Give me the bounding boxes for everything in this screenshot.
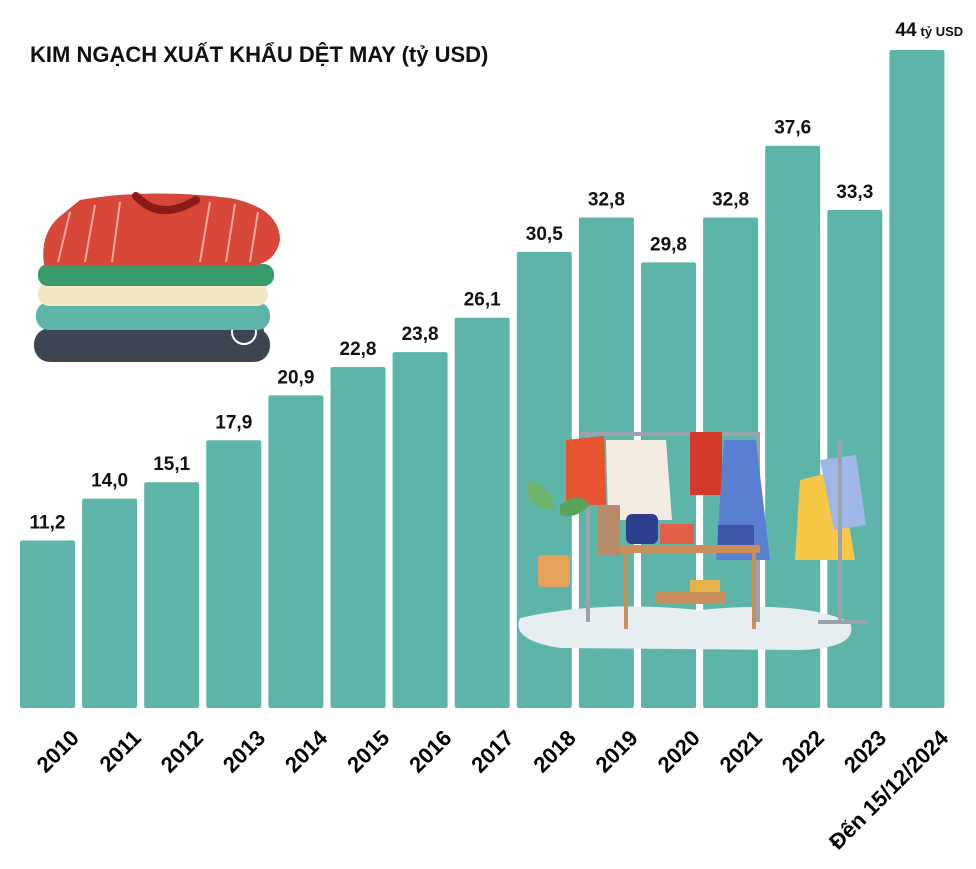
bars-group — [20, 50, 945, 708]
bar-2019 — [578, 217, 634, 708]
bar-2010 — [20, 540, 75, 708]
chart-title: KIM NGẠCH XUẤT KHẨU DỆT MAY (tỷ USD) — [30, 42, 489, 67]
value-label-2022: 37,6 — [774, 118, 811, 139]
value-label-2013: 17,9 — [215, 412, 252, 433]
bar-2012 — [144, 482, 200, 708]
category-label-2011: 2011 — [95, 725, 146, 776]
value-label-2010: 11,2 — [30, 513, 66, 534]
category-label-2023: 2023 — [839, 725, 891, 777]
category-labels-group: 2010 2011 2012 2013 2014 2015 2016 2017 2018 2019… — [32, 725, 954, 855]
bar-2015 — [330, 367, 386, 708]
category-label-2019: 2019 — [590, 725, 642, 777]
value-label-Đến 15/12/2024: 44 tỷ USD — [895, 20, 963, 41]
value-label-2020: 29,8 — [650, 234, 687, 255]
bar-Đến 15/12/2024 — [889, 50, 945, 708]
category-label-2010: 2010 — [32, 725, 84, 777]
category-label-2016: 2016 — [404, 725, 456, 777]
clothing-rack-icon — [518, 432, 868, 650]
value-labels-group: 11,2 14,0 15,1 17,9 20,9 22,8 23,8 26,1 30,5 32,8… — [30, 20, 964, 534]
value-label-2018: 30,5 — [526, 224, 563, 245]
bar-2018 — [516, 251, 572, 708]
bar-2022 — [765, 145, 821, 708]
value-label-2019: 32,8 — [588, 190, 625, 211]
value-label-2017: 26,1 — [464, 290, 501, 311]
category-label-2020: 2020 — [653, 725, 705, 777]
category-label-2021: 2021 — [715, 725, 767, 777]
category-label-2022: 2022 — [777, 725, 829, 777]
bar-2016 — [392, 352, 448, 708]
bar-2017 — [454, 317, 510, 708]
value-label-2023: 33,3 — [836, 182, 873, 203]
category-label-2012: 2012 — [156, 725, 208, 777]
category-label-2013: 2013 — [218, 725, 270, 777]
value-label-2011: 14,0 — [91, 471, 128, 492]
value-label-2012: 15,1 — [153, 454, 190, 475]
value-label-2014: 20,9 — [277, 367, 314, 388]
value-label-2016: 23,8 — [402, 324, 439, 345]
bar-2014 — [268, 395, 324, 708]
category-label-2014: 2014 — [280, 725, 333, 778]
bar-2013 — [206, 440, 262, 708]
bar-2011 — [82, 498, 138, 708]
folded-clothes-icon — [34, 192, 280, 362]
value-label-2021: 32,8 — [712, 190, 749, 211]
category-label-2018: 2018 — [528, 725, 580, 777]
category-label-2017: 2017 — [466, 725, 518, 777]
category-label-2015: 2015 — [342, 725, 394, 777]
value-label-2015: 22,8 — [340, 339, 377, 360]
